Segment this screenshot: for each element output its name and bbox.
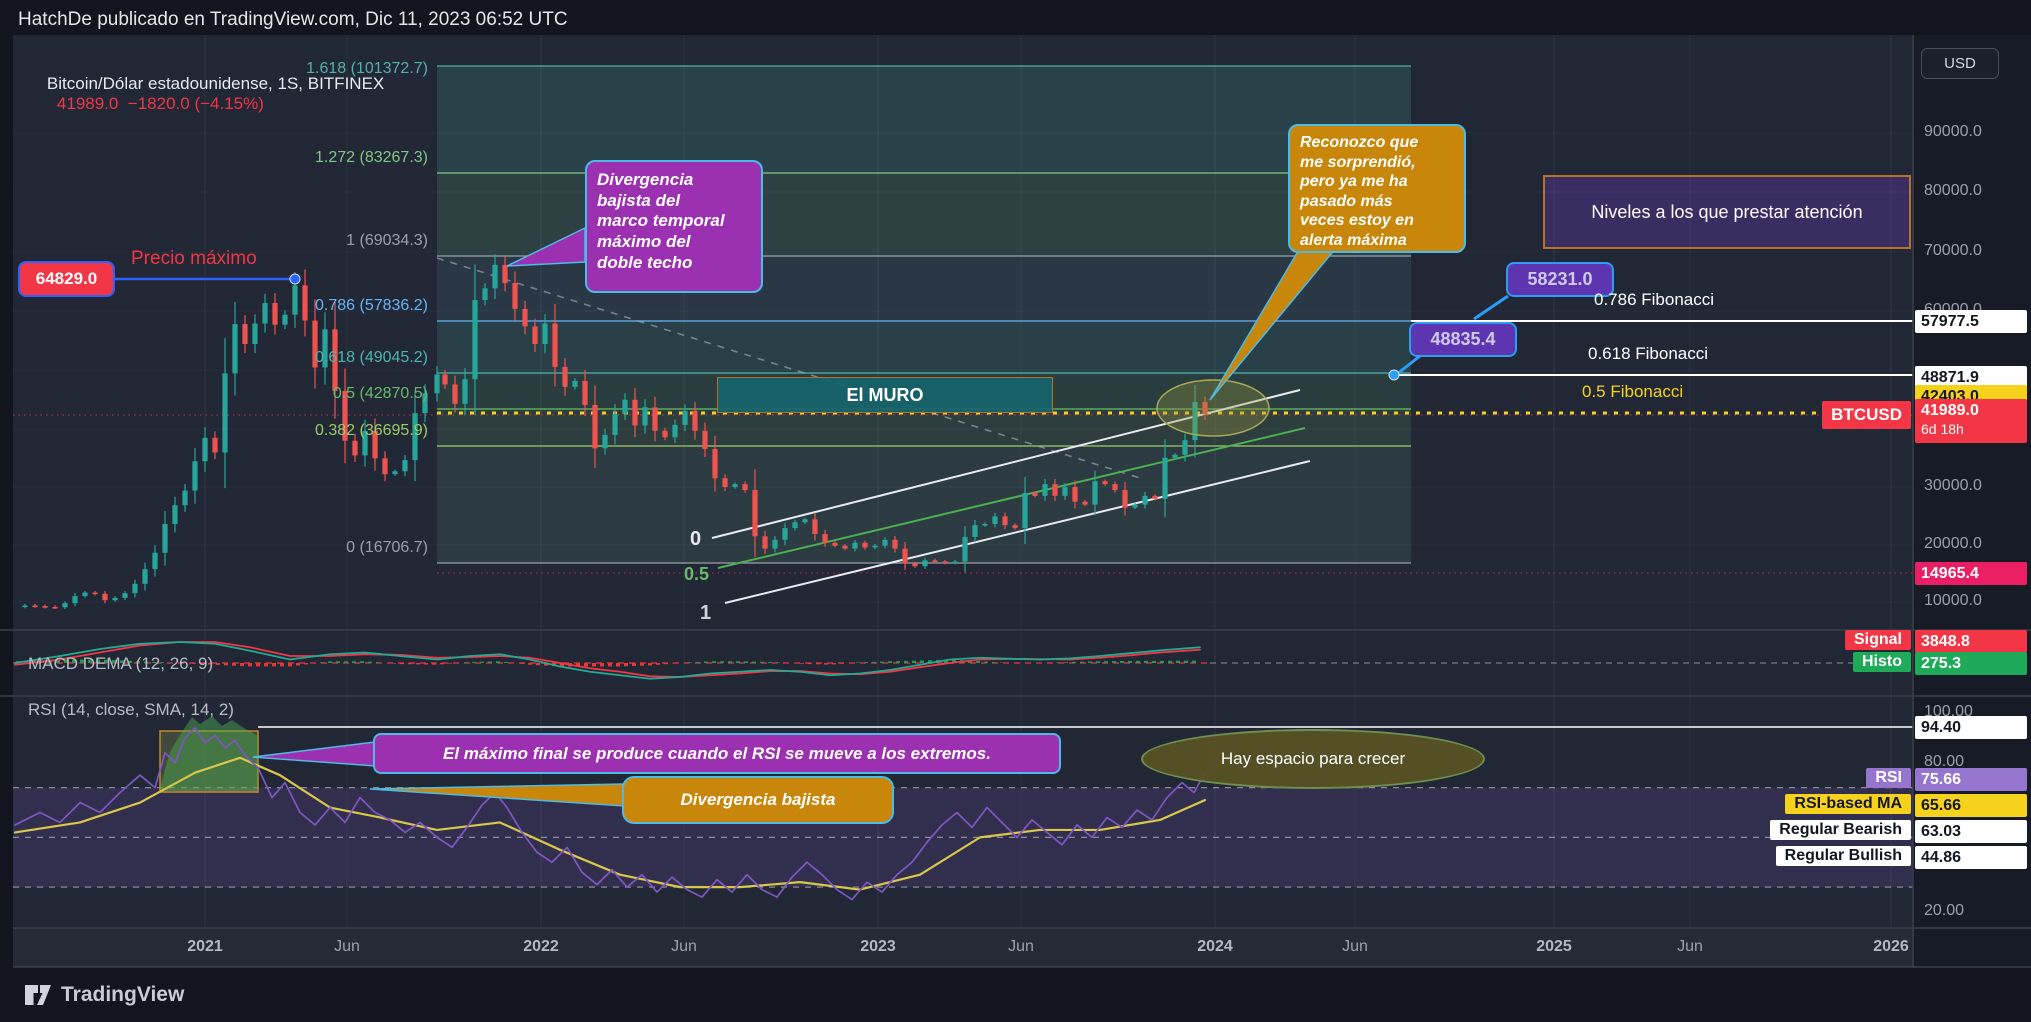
channel-label-0: 0 — [690, 528, 702, 550]
fib-label-7: 0 (16706.7) — [346, 539, 428, 556]
time-tick-Jun-5[interactable]: Jun — [1008, 938, 1034, 955]
price-flag-58231[interactable]: 58231.0 — [1506, 262, 1614, 297]
currency-label: USD — [1944, 55, 1976, 72]
ray-label-0786: 0.786 Fibonacci — [1594, 290, 1715, 309]
symbol-title-text: Bitcoin/Dólar estadounidense, 1S, BITFIN… — [46, 74, 385, 93]
ray-label-05: 0.5 Fibonacci — [1582, 382, 1684, 401]
hay-espacio-ellipse[interactable]: Hay espacio para crecer — [1141, 729, 1485, 789]
callout-reconozco[interactable]: Reconozco que me sorprendió, pero ya me … — [1288, 124, 1466, 253]
macd-legend[interactable]: MACD DEMA (12, 26, 9) — [28, 654, 214, 673]
plot-background — [13, 35, 1913, 928]
fib-label-4: 0.618 (49045.2) — [315, 349, 428, 366]
time-tick-Jun-9[interactable]: Jun — [1677, 938, 1703, 955]
price-tick-10[interactable]: 20.00 — [1924, 902, 1965, 919]
rsi-legend[interactable]: RSI (14, close, SMA, 14, 2) — [28, 700, 234, 719]
series-label-5: Regular Bearish — [1770, 820, 1911, 840]
tradingview-logo-icon — [25, 985, 51, 1005]
precio-maximo-label: Precio máximo — [131, 248, 257, 269]
price-flag-48835[interactable]: 48835.4 — [1409, 322, 1517, 357]
symbol-title[interactable]: Bitcoin/Dólar estadounidense, 1S, BITFIN… — [28, 54, 384, 134]
countdown-label: 6d 18h — [1921, 421, 1964, 437]
axis-value-3848.8: 3848.8 — [1915, 629, 2027, 653]
symbol-change-text: 41989.0 −1820.0 (−4.15%) — [56, 94, 264, 113]
time-tick-2024-6[interactable]: 2024 — [1197, 938, 1233, 955]
fib-label-1: 1.272 (83267.3) — [315, 149, 428, 166]
niveles-atencion-box[interactable]: Niveles a los que prestar atención — [1543, 175, 1911, 249]
callout-maximo-final[interactable]: El máximo final se produce cuando el RSI… — [373, 733, 1061, 774]
price-tick-2[interactable]: 70000.0 — [1924, 242, 1982, 259]
axis-value-65.66: 65.66 — [1915, 793, 2027, 817]
ray-label-0618: 0.618 Fibonacci — [1588, 344, 1709, 363]
fib-label-3: 0.786 (57836.2) — [315, 297, 428, 314]
tradingview-logo[interactable]: TradingView — [24, 981, 184, 1009]
axis-value-48871.9: 48871.9 — [1915, 365, 2027, 389]
el-muro-box[interactable]: El MURO — [717, 377, 1053, 413]
time-tick-Jun-7[interactable]: Jun — [1342, 938, 1368, 955]
channel-label-0.5: 0.5 — [684, 564, 710, 584]
time-tick-2021-0[interactable]: 2021 — [187, 938, 223, 955]
series-label-3: RSI — [1866, 768, 1911, 788]
axis-value-275.3: 275.3 — [1915, 651, 2027, 675]
time-tick-2022-2[interactable]: 2022 — [523, 938, 559, 955]
fib-label-2: 1 (69034.3) — [346, 232, 428, 249]
fib-label-6: 0.382 (36695.9) — [315, 422, 428, 439]
price-tick-5[interactable]: 20000.0 — [1924, 535, 1982, 552]
fib-label-5: 0.5 (42870.5) — [332, 385, 428, 402]
price-tick-4[interactable]: 30000.0 — [1924, 477, 1982, 494]
price-flag-64829[interactable]: 64829.0 — [18, 261, 115, 297]
price-tick-8[interactable]: 80.00 — [1924, 753, 1965, 770]
time-tick-2026-10[interactable]: 2026 — [1873, 938, 1909, 955]
axis-value-14965.4: 14965.4 — [1915, 561, 2027, 585]
series-label-6: Regular Bullish — [1775, 846, 1911, 866]
published-caption: HatchDe publicado en TradingView.com, Di… — [18, 9, 568, 30]
price-tick-6[interactable]: 10000.0 — [1924, 592, 1982, 609]
callout-divergencia-bajista[interactable]: Divergencia bajista — [622, 776, 894, 824]
time-tick-2023-4[interactable]: 2023 — [860, 938, 896, 955]
series-label-2: Histo — [1853, 652, 1911, 672]
series-label-0: BTCUSD — [1822, 401, 1911, 429]
axis-value-75.66: 75.66 — [1915, 767, 2027, 791]
series-label-4: RSI-based MA — [1785, 794, 1911, 814]
header-bar: HatchDe publicado en TradingView.com, Di… — [0, 0, 2031, 35]
channel-label-1: 1 — [700, 602, 712, 624]
series-label-1: Signal — [1844, 630, 1911, 650]
fib-label-0: 1.618 (101372.7) — [306, 60, 428, 77]
price-tick-0[interactable]: 90000.0 — [1924, 123, 1982, 140]
time-tick-Jun-1[interactable]: Jun — [334, 938, 360, 955]
price-tick-1[interactable]: 80000.0 — [1924, 182, 1982, 199]
callout-divergencia-doble-techo[interactable]: Divergencia bajista del marco temporal m… — [585, 160, 763, 293]
axis-value-57977.5: 57977.5 — [1915, 309, 2027, 333]
currency-toggle-button[interactable]: USD — [1921, 48, 1999, 79]
time-tick-2025-8[interactable]: 2025 — [1536, 938, 1572, 955]
axis-value-94.40: 94.40 — [1915, 715, 2027, 739]
axis-value-41989.0: 41989.0 6d 18h — [1915, 399, 2027, 443]
axis-value-63.03: 63.03 — [1915, 819, 2027, 843]
tradingview-logo-text: TradingView — [61, 983, 185, 1006]
axis-value-44.86: 44.86 — [1915, 845, 2027, 869]
time-tick-Jun-3[interactable]: Jun — [671, 938, 697, 955]
